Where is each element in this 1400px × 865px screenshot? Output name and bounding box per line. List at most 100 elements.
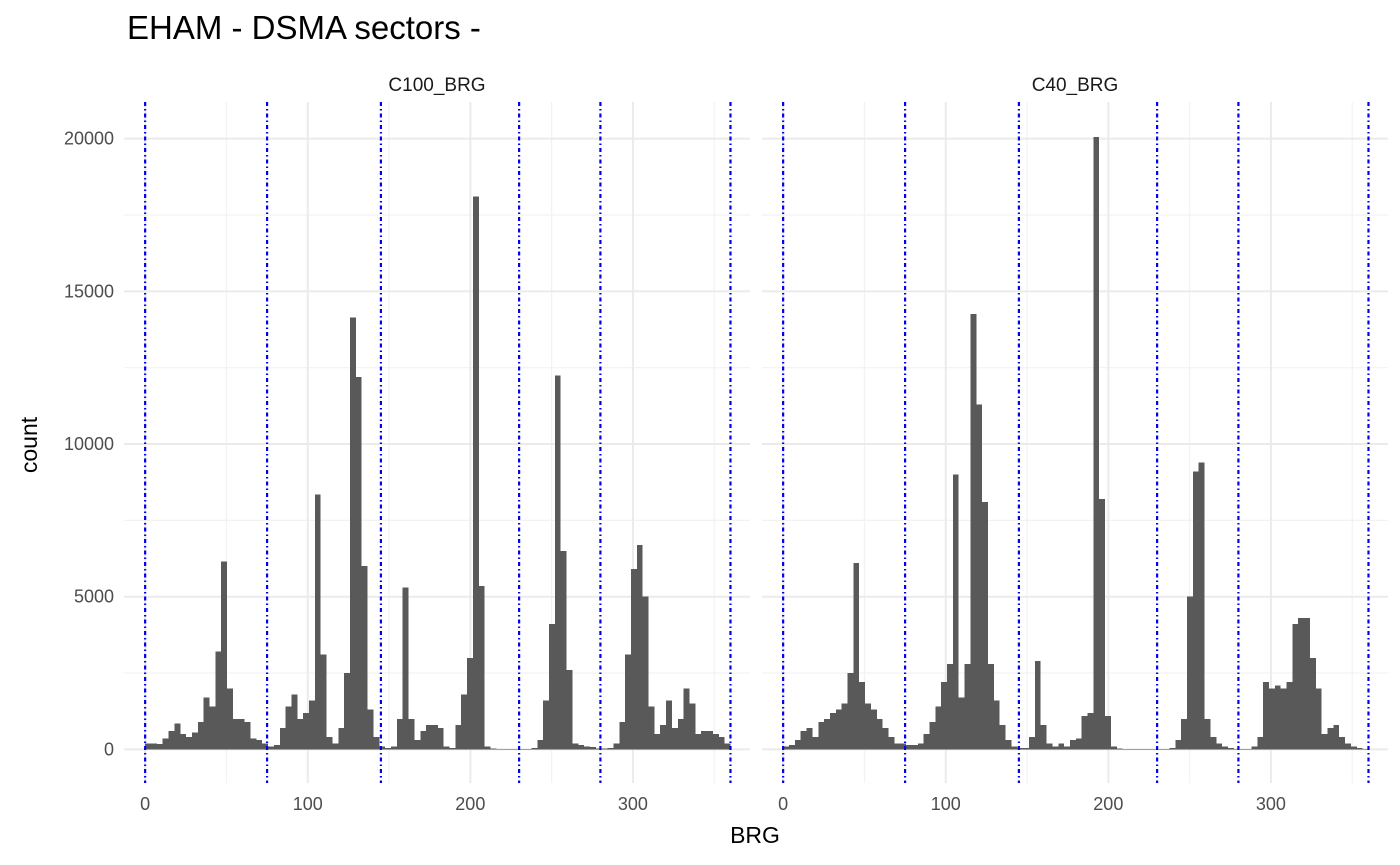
histogram-bar [619,721,626,750]
histogram-bar [408,718,415,750]
histogram-bar [238,718,245,750]
histogram-bar [993,700,1000,750]
histogram-bar [350,317,356,750]
histogram-bar [712,734,719,750]
histogram-bar [431,724,438,750]
histogram-bar [279,728,286,750]
histogram-bar [1093,137,1100,750]
histogram-bar [911,744,918,750]
histogram-bar [215,651,222,750]
x-tick-label: 200 [455,794,485,814]
y-tick-label: 15000 [64,281,114,301]
histogram-bar [145,743,151,750]
histogram-bar [660,724,667,750]
histogram-bar [355,376,362,750]
histogram-bar [1028,737,1035,750]
x-tick-label: 300 [618,794,648,814]
histogram-bar [888,737,895,750]
histogram-bar [490,748,497,750]
histogram-bar [461,694,468,750]
histogram-bar [824,718,830,750]
histogram-bar [894,743,901,750]
histogram-bar [1309,657,1316,750]
facet-panel-c40-brg: 0 100 200 300 C40_BRG [762,75,1388,814]
histogram-bar [870,709,877,750]
histogram-bar [174,723,181,750]
histogram-bar [344,673,351,750]
histogram-bar [326,737,333,750]
histogram-bar [970,314,977,750]
histogram-bars [783,137,1369,750]
histogram-bar [549,624,555,750]
histogram-bar [227,688,233,750]
histogram-bar [1263,682,1269,750]
histogram-bar [303,712,310,750]
histogram-bar [1333,724,1340,750]
histogram-bar [835,709,842,750]
histogram-bar [1023,747,1029,750]
histogram-bar [1257,737,1264,750]
histogram-bar [999,724,1006,750]
histogram-bar [1228,747,1234,750]
histogram-bar [1017,747,1024,750]
y-tick-label: 0 [104,739,114,759]
histogram-bar [1280,688,1287,750]
histogram-bar [923,734,930,750]
histogram-bar [1011,746,1018,750]
histogram-bar [1052,746,1059,750]
x-tick-label: 200 [1093,794,1123,814]
histogram-bar [707,731,713,750]
histogram-bar [1268,688,1275,750]
histogram-bar [595,748,602,750]
histogram-bar [162,738,169,750]
histogram-bar [964,663,971,750]
histogram-bar [437,728,444,750]
histogram-bar [829,712,836,750]
minor-gridlines [124,102,750,783]
histogram-bar [1251,746,1258,750]
histogram-bar [1292,624,1299,750]
histogram-bar [1105,715,1111,750]
histogram-bar [841,703,848,750]
histogram-bar [250,738,257,750]
histogram-bar [1069,740,1076,750]
histogram-bar [1362,748,1369,750]
y-tick-label: 20000 [64,129,114,149]
histogram-bar [783,746,789,750]
y-axis: 0 5000 10000 15000 20000 [64,129,114,760]
histogram-bar [525,748,532,750]
histogram-bar [256,740,263,750]
histogram-bar [191,732,198,750]
histogram-bar [689,703,696,750]
y-axis-title: count [16,416,42,473]
histogram-bar [537,740,544,750]
histogram-bar [671,728,678,750]
histogram-bar [1081,715,1088,750]
histogram-bar [332,743,339,750]
histogram-bar [865,703,871,750]
histogram-bar [1110,746,1117,750]
histogram-bar [262,743,269,750]
histogram-bar [221,561,228,750]
histogram-bar [724,743,731,750]
histogram-bar [1321,734,1328,750]
histogram-bar [472,196,479,750]
histogram-bar [1058,743,1065,750]
histogram-bar [572,743,579,750]
histogram-bar [882,728,889,750]
sector-lines [144,102,732,783]
histogram-bar [338,728,345,750]
histogram-bar [794,740,801,750]
histogram-bar [291,694,298,750]
histogram-bar [648,706,655,750]
histogram-bar [578,744,585,750]
facet-strip-label: C100_BRG [388,75,485,96]
histogram-bar [584,746,591,750]
histogram-bar [853,563,860,750]
histogram-bar [806,728,813,750]
histogram-bar [156,743,163,750]
histogram-bar [906,744,912,750]
x-tick-label: 100 [293,794,323,814]
histogram-bar [1175,740,1182,750]
histogram-bar [941,682,948,750]
